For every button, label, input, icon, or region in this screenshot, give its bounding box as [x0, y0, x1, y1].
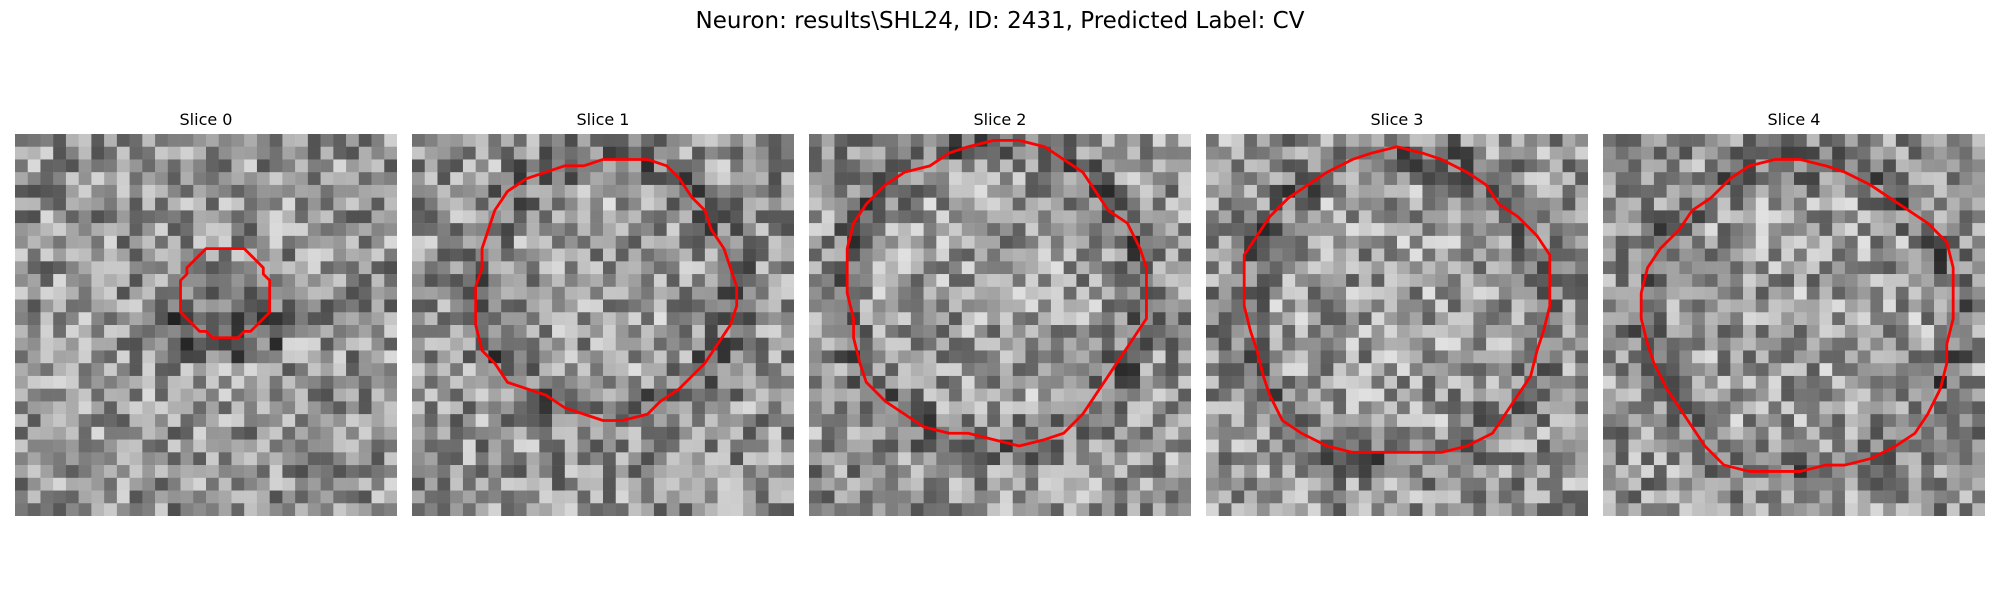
panel-title-slice-2: Slice 2 [973, 110, 1027, 129]
segmentation-contour [1242, 145, 1552, 454]
segmentation-contour [1639, 158, 1955, 473]
slice-3-svg [1206, 134, 1588, 516]
panel-image-slice-4 [1603, 134, 1985, 516]
panel-image-slice-3 [1206, 134, 1588, 516]
figure-title: Neuron: results\SHL24, ID: 2431, Predict… [695, 8, 1305, 34]
panel-title-slice-3: Slice 3 [1370, 110, 1424, 129]
panel-title-slice-4: Slice 4 [1767, 110, 1821, 129]
slice-2-svg [809, 134, 1191, 516]
segmentation-contour [474, 158, 739, 422]
slice-4-svg [1603, 134, 1985, 516]
panel-image-slice-1 [412, 134, 794, 516]
panel-image-slice-0 [15, 134, 397, 516]
slice-1-svg [412, 134, 794, 516]
segmentation-contour [179, 247, 272, 340]
panel-title-slice-1: Slice 1 [576, 110, 630, 129]
slice-0-svg [15, 134, 397, 516]
panel-title-slice-0: Slice 0 [179, 110, 233, 129]
segmentation-contour [845, 138, 1148, 448]
panel-image-slice-2 [809, 134, 1191, 516]
